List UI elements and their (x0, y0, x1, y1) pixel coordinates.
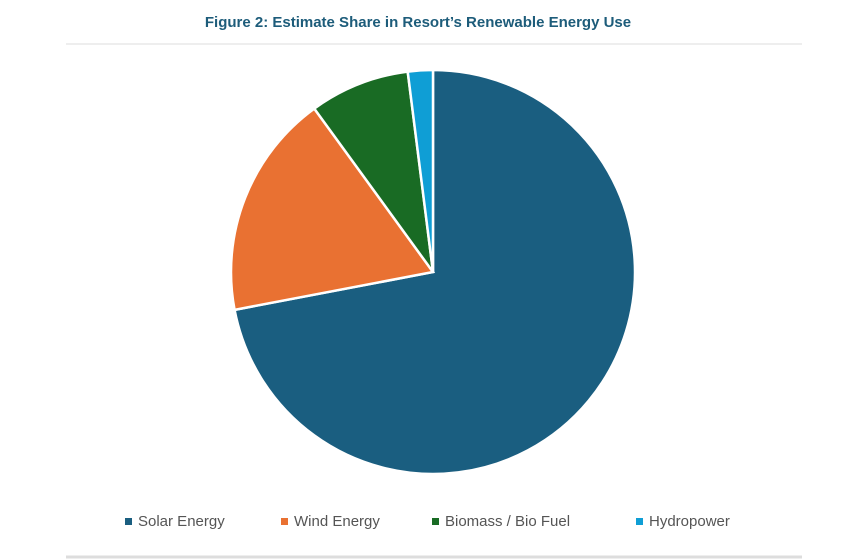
pie-slice (229, 106, 436, 312)
chart-title: Figure 2: Estimate Share in Resort’s Ren… (205, 14, 631, 31)
legend-swatch (432, 518, 439, 525)
pie-slice (406, 68, 435, 273)
legend-swatch (125, 518, 132, 525)
legend-swatch (281, 518, 288, 525)
legend-label: Solar Energy (138, 513, 225, 530)
pie-slice (312, 70, 435, 273)
legend-swatch (636, 518, 643, 525)
legend-label: Biomass / Bio Fuel (445, 513, 570, 530)
legend-label: Wind Energy (294, 513, 380, 530)
pie-slice (233, 68, 637, 476)
legend-label: Hydropower (649, 513, 730, 530)
